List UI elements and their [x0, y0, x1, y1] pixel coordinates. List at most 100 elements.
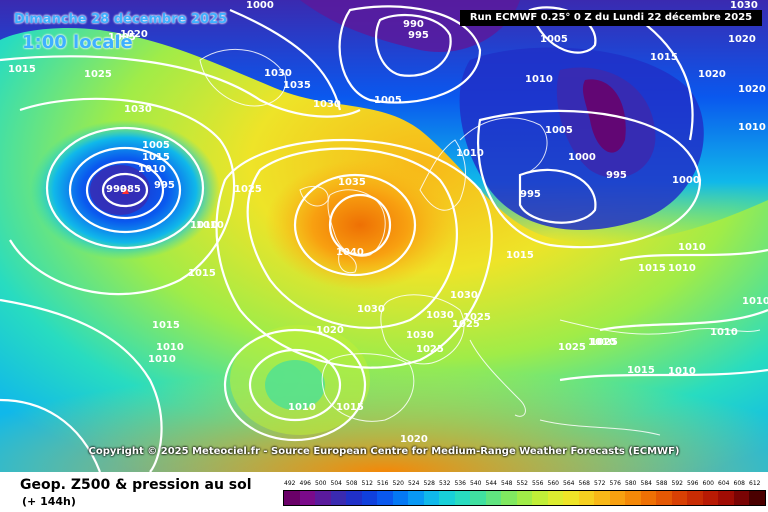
- isobar-label: 1030: [426, 310, 454, 321]
- color-scale-swatch: [485, 491, 501, 505]
- isobar-label: 1020: [698, 69, 726, 80]
- isobar-label: 1000: [568, 152, 596, 163]
- isobar-label: 1005: [540, 34, 568, 45]
- isobar-label: 1005: [108, 32, 136, 43]
- isobar-label: 1015: [142, 152, 170, 163]
- forecast-date: Dimanche 28 décembre 2025: [14, 12, 228, 27]
- color-scale-tick: 536: [454, 480, 466, 487]
- isobar-label: 990: [106, 184, 127, 195]
- color-scale-swatch: [656, 491, 672, 505]
- color-scale-swatch: [299, 491, 315, 505]
- color-scale-swatch: [315, 491, 331, 505]
- isobar-label: 1025: [558, 342, 586, 353]
- isobar-label: 1015: [188, 268, 216, 279]
- isobar-label: 1015: [638, 263, 666, 274]
- isobar-label: 1025: [463, 312, 491, 323]
- isobar-label: 1015: [506, 250, 534, 261]
- isobar-label: 1010: [678, 242, 706, 253]
- color-scale-tick: 528: [423, 480, 435, 487]
- color-scale-tick: 596: [687, 480, 699, 487]
- color-scale-tick: 608: [733, 480, 745, 487]
- isobar-label: 1010: [288, 402, 316, 413]
- color-scale-tick: 496: [299, 480, 311, 487]
- isobar-label: 1030: [313, 99, 341, 110]
- isobar-label: 1025: [416, 344, 444, 355]
- isobar-lines: [0, 5, 768, 472]
- color-scale-tick: 516: [377, 480, 389, 487]
- isobar-label: 1010: [156, 342, 184, 353]
- color-scale-swatch: [439, 491, 455, 505]
- copyright-notice: Copyright © 2025 Meteociel.fr - Source E…: [88, 446, 680, 457]
- color-scale-swatch: [532, 491, 548, 505]
- isobar-labels: 1020 1015 1025 1030 1005 1015 1010 990 9…: [8, 0, 768, 445]
- isobar-label: 1030: [264, 68, 292, 79]
- isobar-label: 1020: [316, 325, 344, 336]
- isobar-label: 985: [120, 184, 141, 195]
- isobar-label: 1010: [668, 366, 696, 377]
- color-scale-swatch: [330, 491, 346, 505]
- color-scale-tick: 520: [392, 480, 404, 487]
- color-scale-swatch: [346, 491, 362, 505]
- color-scale-tick: 504: [330, 480, 342, 487]
- isobar-label: 1020: [738, 84, 766, 95]
- color-scale-swatch: [547, 491, 563, 505]
- isobar-label: 1025: [452, 319, 480, 330]
- color-scale-swatch: [749, 491, 765, 505]
- color-scale-swatch: [563, 491, 579, 505]
- color-scale-swatch: [501, 491, 517, 505]
- isobar-label: 1010: [742, 296, 768, 307]
- isobar-label: 1030: [357, 304, 385, 315]
- isobar-label: 1015: [336, 402, 364, 413]
- british-high: [265, 160, 455, 290]
- color-scale-swatch: [687, 491, 703, 505]
- isobar-label: 1020: [728, 34, 756, 45]
- isobar-label: 1040: [336, 247, 364, 258]
- isobar-label: 995: [606, 170, 627, 181]
- color-scale-swatch: [423, 491, 439, 505]
- color-scale-tick: 540: [470, 480, 482, 487]
- isobar-label: 1030: [730, 0, 758, 11]
- color-scale-tick: 564: [563, 480, 575, 487]
- color-scale-tick: 604: [718, 480, 730, 487]
- color-scale-tick: 560: [547, 480, 559, 487]
- color-scale-tick: 580: [625, 480, 637, 487]
- isobar-label: 1030: [406, 330, 434, 341]
- isobar-label: 1010: [525, 74, 553, 85]
- color-scale-swatch: [377, 491, 393, 505]
- color-scale-swatch: [702, 491, 718, 505]
- isobar-label: 1000: [672, 175, 700, 186]
- isobar-label: 995: [408, 30, 429, 41]
- isobar-label: 1010: [588, 337, 616, 348]
- color-scale-swatch: [516, 491, 532, 505]
- color-scale-swatch: [718, 491, 734, 505]
- isobar-label: 1035: [338, 177, 366, 188]
- isobar-label: 1005: [545, 125, 573, 136]
- color-scale-swatch: [671, 491, 687, 505]
- color-scale-swatch: [454, 491, 470, 505]
- isobar-label: 1010: [148, 354, 176, 365]
- color-scale-swatch: [361, 491, 377, 505]
- isobar-label: 1035: [283, 80, 311, 91]
- color-scale-tick: 492: [284, 480, 296, 487]
- isobar-label: 1025: [590, 337, 618, 348]
- isobar-label: 1020: [400, 434, 428, 445]
- color-scale-tick: 532: [439, 480, 451, 487]
- color-scale-swatch: [284, 491, 300, 505]
- isobar-label: 1025: [234, 184, 262, 195]
- color-scale-swatch: [392, 491, 408, 505]
- color-scale-swatch: [640, 491, 656, 505]
- color-scale-swatch: [609, 491, 625, 505]
- isobar-label: 995: [154, 180, 175, 191]
- color-scale-tick: 524: [408, 480, 420, 487]
- run-info: Run ECMWF 0.25° 0 Z du Lundi 22 décembre…: [460, 10, 762, 26]
- isobar-label: 1000: [246, 0, 274, 11]
- isobar-label: 995: [520, 189, 541, 200]
- iberian-cutoff-core: [265, 360, 325, 410]
- forecast-time: 1:00 locale: [22, 32, 133, 53]
- color-scale-tick: 556: [532, 480, 544, 487]
- isobar-label: 1010: [138, 164, 166, 175]
- isobar-label: 1015: [152, 320, 180, 331]
- color-scale-bar: [283, 490, 766, 506]
- isobar-label: 1005: [142, 140, 170, 151]
